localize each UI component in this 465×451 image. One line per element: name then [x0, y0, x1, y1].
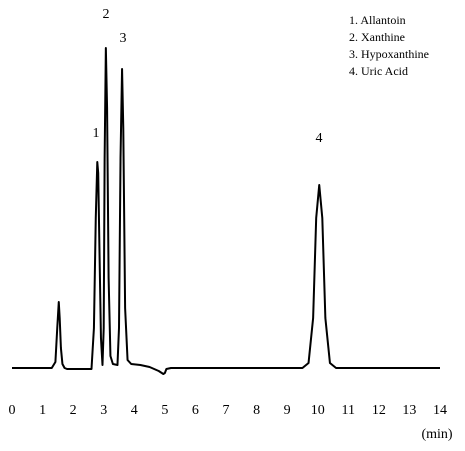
- x-tick-label: 2: [70, 403, 77, 418]
- x-tick-label: 10: [311, 403, 325, 418]
- chromatogram-line: [12, 47, 440, 375]
- peak-label: 1: [93, 126, 100, 141]
- x-tick-label: 7: [223, 403, 230, 418]
- x-tick-label: 4: [131, 403, 138, 418]
- x-tick-label: 1: [39, 403, 46, 418]
- legend-entry: 2. Xanthine: [349, 30, 405, 44]
- legend-entry: 4. Uric Acid: [349, 64, 408, 78]
- x-tick-label: 0: [9, 403, 16, 418]
- legend-entry: 3. Hypoxanthine: [349, 47, 429, 61]
- peak-label: 2: [103, 7, 110, 22]
- x-tick-label: 14: [433, 403, 447, 418]
- x-tick-label: 11: [342, 403, 355, 418]
- x-tick-label: 12: [372, 403, 386, 418]
- peak-label: 3: [120, 31, 127, 46]
- x-tick-label: 13: [402, 403, 416, 418]
- x-axis-label: (min): [421, 427, 452, 442]
- x-tick-label: 6: [192, 403, 199, 418]
- x-tick-label: 9: [284, 403, 291, 418]
- x-tick-label: 5: [161, 403, 168, 418]
- legend-entry: 1. Allantoin: [349, 13, 406, 27]
- peak-label: 4: [316, 131, 323, 146]
- x-tick-label: 3: [100, 403, 107, 418]
- x-tick-label: 8: [253, 403, 260, 418]
